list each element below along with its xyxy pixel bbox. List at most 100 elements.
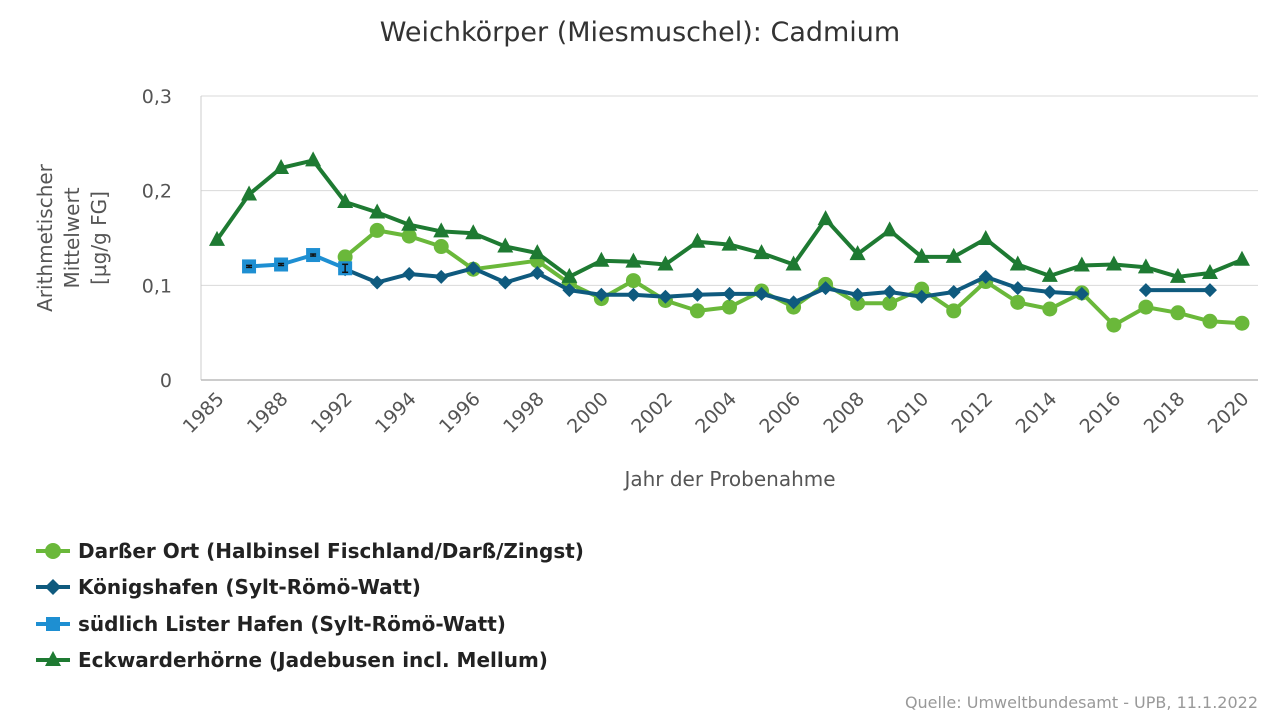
data-point-2001 <box>625 252 642 268</box>
x-tick-label-2014: 2014 <box>1012 388 1062 438</box>
data-point-1990 <box>305 151 322 167</box>
data-point-2004 <box>722 286 737 301</box>
data-point-2000 <box>594 287 609 302</box>
data-point-2005 <box>754 286 769 301</box>
legend-marker-triangle <box>45 651 61 666</box>
data-point-1993 <box>369 222 385 238</box>
data-point-1994 <box>401 215 418 231</box>
data-point-2003 <box>689 232 706 248</box>
x-tick-label-2000: 2000 <box>563 388 613 438</box>
data-point-2013 <box>1009 255 1026 271</box>
legend-marker-diamond <box>45 579 61 595</box>
series-line-2-0 <box>248 253 346 271</box>
data-point-1997 <box>498 275 513 290</box>
x-tick-label-1988: 1988 <box>243 388 293 438</box>
data-point-2011 <box>946 284 961 299</box>
data-point-1992 <box>337 193 354 209</box>
legend-item-eckwarderhoerne[interactable]: Eckwarderhörne (Jadebusen incl. Mellum) <box>36 648 548 672</box>
data-point-2020 <box>1234 315 1250 331</box>
data-point-2011 <box>946 303 962 319</box>
data-point-2015 <box>1074 286 1089 301</box>
data-point-2014 <box>1041 266 1058 282</box>
y-axis-label-line-2: Mittelwert <box>60 187 84 288</box>
data-point-2017 <box>1138 299 1154 315</box>
data-point-1999 <box>561 267 578 283</box>
data-point-2010 <box>914 281 930 297</box>
data-point-2008 <box>850 287 865 302</box>
error-bar-1990 <box>310 253 317 257</box>
data-point-2002 <box>657 255 674 271</box>
x-tick-label-1985: 1985 <box>179 388 229 438</box>
legend-label-eckwarderhoerne: Eckwarderhörne (Jadebusen incl. Mellum) <box>78 648 548 672</box>
data-point-2000 <box>593 251 610 267</box>
data-point-1998 <box>530 266 545 281</box>
series-0 <box>337 222 1250 333</box>
data-point-2001 <box>626 287 641 302</box>
x-tick-label-1996: 1996 <box>435 388 485 438</box>
data-point-1999 <box>562 283 577 298</box>
data-point-2012 <box>978 269 993 284</box>
data-point-2016 <box>1105 255 1122 271</box>
x-tick-label-2006: 2006 <box>755 388 805 438</box>
x-tick-labels: 1985 1988 1992 1994 1996 1998 2000 2002 2004 2006… <box>179 388 1254 438</box>
data-point-1993 <box>370 275 385 290</box>
data-point-1997 <box>497 237 514 253</box>
source-note: Quelle: Umweltbundesamt - UPB, 11.1.2022 <box>905 693 1258 712</box>
data-point-2018 <box>1170 305 1186 321</box>
data-point-2008 <box>850 295 866 311</box>
data-point-2013 <box>1010 281 1025 296</box>
data-point-1985 <box>209 230 226 246</box>
data-point-2018 <box>1169 267 1186 283</box>
error-bar-1992 <box>342 263 349 274</box>
y-axis-label-line-1: Arithmetischer <box>33 163 57 312</box>
data-point-2017 <box>1137 258 1154 274</box>
data-point-2016 <box>1106 317 1122 333</box>
data-point-2002 <box>658 289 673 304</box>
data-point-1995 <box>434 269 449 284</box>
legend: Darßer Ort (Halbinsel Fischland/Darß/Zin… <box>36 539 584 672</box>
legend-marker-circle <box>45 543 61 559</box>
data-point-2014 <box>1042 301 1058 317</box>
x-tick-label-1994: 1994 <box>371 388 421 438</box>
data-point-2010 <box>913 247 930 263</box>
error-bar-1988 <box>278 262 285 267</box>
data-point-2015 <box>1073 256 1090 272</box>
legend-item-koenigshafen[interactable]: Königshafen (Sylt-Römö-Watt) <box>36 575 421 599</box>
data-point-2003 <box>690 287 705 302</box>
data-point-1998 <box>529 244 546 260</box>
data-point-2007 <box>818 281 833 296</box>
data-point-2012 <box>977 229 994 245</box>
data-point-2017 <box>1138 283 1153 298</box>
data-point-2009 <box>882 295 898 311</box>
legend-label-koenigshafen: Königshafen (Sylt-Römö-Watt) <box>78 575 421 599</box>
data-point-1992 <box>337 249 353 265</box>
x-tick-label-2020: 2020 <box>1204 388 1254 438</box>
x-tick-label-2008: 2008 <box>819 388 869 438</box>
data-point-2013 <box>1010 294 1026 310</box>
x-axis-label: Jahr der Probenahme <box>622 467 835 491</box>
data-point-1996 <box>466 261 481 276</box>
data-point-1994 <box>401 228 417 244</box>
y-tick-labels: 0 0,1 0,2 0,3 <box>142 86 172 392</box>
data-point-1995 <box>433 222 450 238</box>
x-tick-label-2004: 2004 <box>691 388 741 438</box>
series-3 <box>209 151 1250 283</box>
data-point-2004 <box>722 299 737 315</box>
legend-item-darsser-ort[interactable]: Darßer Ort (Halbinsel Fischland/Darß/Zin… <box>36 539 584 563</box>
x-tick-label-2018: 2018 <box>1140 388 1190 438</box>
series-2 <box>242 248 353 276</box>
legend-item-lister-hafen[interactable]: südlich Lister Hafen (Sylt-Römö-Watt) <box>36 612 506 636</box>
data-point-1988 <box>273 158 290 174</box>
legend-label-darsser-ort: Darßer Ort (Halbinsel Fischland/Darß/Zin… <box>78 539 584 563</box>
x-tick-label-2010: 2010 <box>883 388 933 438</box>
data-point-2005 <box>753 244 770 260</box>
data-point-2011 <box>945 247 962 263</box>
legend-label-lister-hafen: südlich Lister Hafen (Sylt-Römö-Watt) <box>78 612 506 636</box>
data-point-2020 <box>1233 250 1250 266</box>
x-tick-label-1998: 1998 <box>499 388 549 438</box>
grid-lines <box>201 95 1258 286</box>
y-axis-label-line-3: [µg/g FG] <box>87 191 111 285</box>
data-point-2003 <box>689 303 705 319</box>
data-point-2009 <box>881 221 898 237</box>
